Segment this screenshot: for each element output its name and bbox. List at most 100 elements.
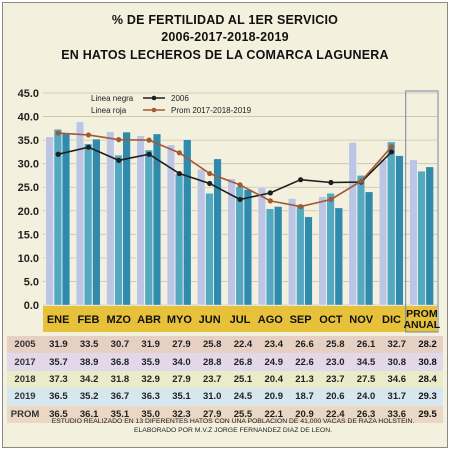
table-row-label: 2017 (14, 356, 36, 368)
table-cell: 31.9 (141, 339, 160, 351)
table-cell: 36.5 (49, 408, 68, 420)
y-tick-label-0: 0.0 (24, 300, 39, 312)
line-point-1-0 (55, 130, 61, 136)
category-band (43, 306, 437, 332)
bar-2019-1 (92, 139, 101, 306)
bar-2019-3 (153, 133, 161, 306)
table-cell: 35.7 (49, 356, 68, 368)
line-point-1-5 (207, 170, 213, 177)
y-tick-label-4: 20.0 (18, 206, 39, 218)
table-cell: 37.3 (49, 373, 68, 385)
bar-2017-1 (76, 121, 84, 306)
bar-2017-8 (288, 198, 297, 306)
table-cell: 25.5 (233, 408, 253, 420)
bar-2019-5 (213, 158, 222, 306)
category-label-7: AGO (258, 314, 284, 326)
line-point-1-1 (85, 132, 92, 138)
data-table: 2005 31.9 33.5 30.7 31.9 27.9 25.8 22.4 23.4 26.6… (7, 336, 443, 423)
fertility-bar-chart: 0.0 5.0 10.0 15.0 20.0 25.0 30.0 35.0 40.0 45.0 EN… (18, 88, 441, 333)
table-cell: 27.9 (172, 339, 191, 351)
footnote-line-2: ELABORADO POR M.V.Z JORGE FERNANDEZ DIAZ… (133, 427, 333, 434)
category-label-9: OCT (319, 314, 343, 326)
line-point-0-3 (146, 151, 152, 157)
table-cell: 30.7 (110, 339, 130, 351)
table-cell: 35.9 (141, 356, 160, 368)
y-tick-label-3: 15.0 (18, 229, 39, 241)
table-cell: 29.3 (418, 391, 437, 403)
table-cell: 27.9 (202, 408, 222, 420)
category-label-8: SEP (290, 314, 312, 326)
bar-2018-5 (205, 193, 214, 306)
category-label-12: PROM ANUAL (403, 308, 440, 331)
line-point-1-2 (116, 137, 122, 143)
table-cell: 35.1 (172, 391, 191, 403)
annual-average-highlight (405, 90, 439, 333)
line-point-0-6 (237, 196, 243, 203)
table-cell: 35.1 (110, 408, 130, 420)
table-row-2005: 2005 31.9 33.5 30.7 31.9 27.9 25.8 22.4 23.4 26.6… (7, 336, 443, 354)
table-cell: 22.1 (264, 408, 283, 420)
bar-2018-10 (356, 175, 365, 306)
table-cell: 28.4 (418, 373, 437, 385)
bar-2019-6 (243, 189, 252, 306)
line-point-0-0 (55, 151, 61, 157)
table-cell: 24.0 (356, 391, 376, 403)
legend-marker-black (151, 95, 157, 101)
table-cell: 32.7 (387, 339, 407, 351)
table-cell: 31.7 (387, 391, 407, 403)
table-cell: 28.2 (418, 339, 437, 351)
table-row-label: PROM (10, 408, 40, 420)
category-label-3: ABR (137, 314, 161, 326)
line-point-1-9 (328, 196, 334, 203)
line-point-1-10 (358, 178, 364, 184)
table-cell: 23.0 (326, 356, 345, 368)
y-tick-label-7: 35.0 (18, 135, 39, 147)
chart-title-line-3: EN HATOS LECHEROS DE LA COMARCA LAGUNERA (61, 48, 389, 62)
footnote: ESTUDIO REALIZADO EN 13 DIFERENTES HATOS… (43, 417, 423, 435)
line-point-0-8 (298, 177, 304, 183)
bar-2018-4 (175, 173, 184, 306)
table-cell: 32.9 (141, 373, 160, 385)
table-row-2017: 2017 35.7 38.9 36.8 35.9 34.0 28.8 26.8 24.9 22.6… (7, 353, 443, 371)
table-row-2018: 2018 37.3 34.2 31.8 32.9 27.9 23.7 25.1 20.4 21.3… (7, 370, 443, 389)
table-cell: 25.1 (233, 373, 253, 385)
table-cell: 31.0 (202, 391, 222, 403)
table-cell: 26.6 (295, 339, 314, 351)
table-cell: 22.6 (295, 356, 314, 368)
y-tick-label-6: 30.0 (18, 159, 39, 171)
table-cell: 20.9 (295, 408, 314, 420)
line-point-1-11 (388, 144, 395, 150)
bar-2017-12 (409, 159, 418, 306)
y-tick-label-2: 10.0 (18, 253, 39, 265)
table-cell: 26.1 (356, 339, 376, 351)
table-cell: 33.6 (387, 408, 407, 420)
bar-2018-9 (326, 193, 335, 306)
table-cell: 21.3 (295, 373, 314, 385)
chart-title-line-2: 2006-2017-2018-2019 (161, 30, 289, 44)
category-label-1: FEB (77, 314, 99, 326)
bar-2019-4 (183, 139, 192, 306)
line-point-0-7 (267, 190, 273, 196)
line-point-1-4 (176, 150, 182, 156)
table-row-label: 2005 (14, 339, 36, 351)
table-cell: 18.7 (295, 391, 314, 403)
bar-2018-11 (387, 141, 396, 306)
bar-2017-11 (379, 159, 387, 306)
category-label-2: MZO (107, 314, 132, 326)
line-series-1 (58, 132, 393, 208)
line-point-0-1 (85, 144, 92, 150)
bar-2019-10 (365, 191, 374, 306)
table-cell: 25.8 (326, 339, 345, 351)
line-point-1-6 (237, 182, 243, 188)
bar-2019-7 (274, 206, 283, 306)
line-point-0-2 (116, 157, 122, 163)
table-cell: 34.5 (356, 356, 376, 368)
legend-note-black: Linea negra (91, 94, 134, 103)
table-cell: 38.9 (79, 356, 99, 368)
bar-2018-8 (296, 204, 305, 306)
table-cell: 34.6 (387, 373, 407, 385)
table-cell: 33.5 (79, 339, 99, 351)
table-cell: 29.5 (418, 408, 437, 420)
table-cell: 30.8 (387, 356, 407, 368)
